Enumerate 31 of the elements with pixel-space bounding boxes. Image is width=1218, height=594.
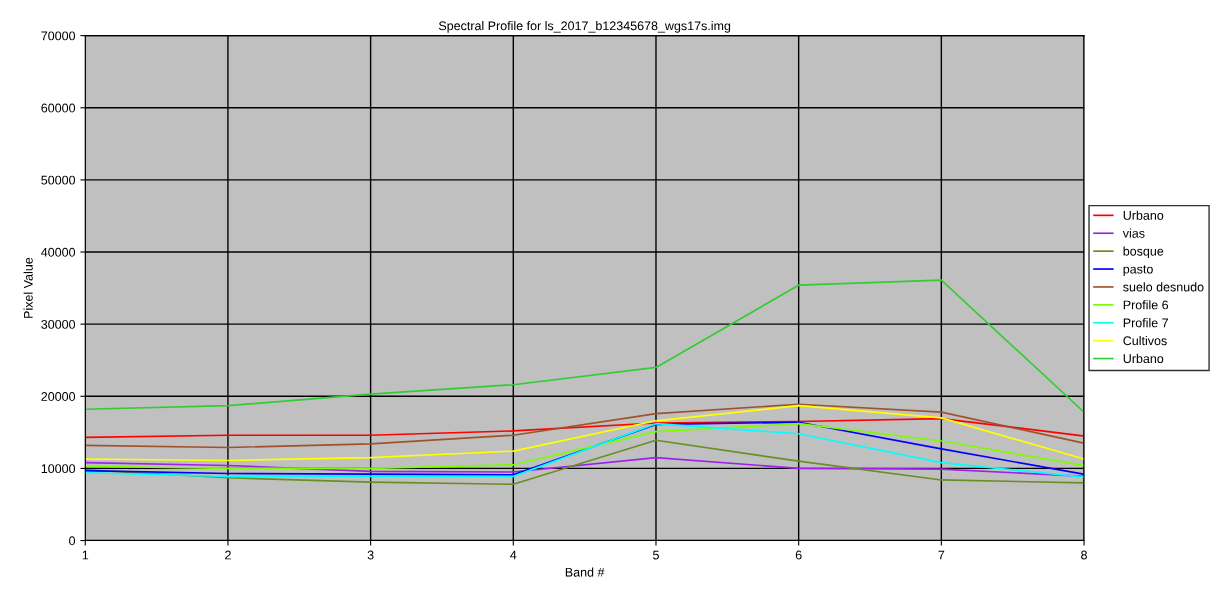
- line-series: [85, 403, 1085, 449]
- y-tick-label: 70000: [41, 31, 76, 41]
- y-tick-label: 20000: [41, 392, 76, 401]
- legend-label: Profile 7: [1123, 318, 1168, 328]
- legend-label: Cultivos: [1123, 335, 1167, 346]
- x-tick-label: 1: [82, 550, 89, 560]
- legend-label: pasto: [1123, 265, 1153, 277]
- legend-label: vias: [1122, 228, 1145, 238]
- x-tick-label: 5: [653, 550, 659, 560]
- y-axis-title: Pixel Value: [23, 257, 33, 318]
- legend-label: Profile 6: [1123, 300, 1169, 310]
- y-tick-label: 10000: [41, 464, 76, 474]
- x-tick-label: 7: [938, 550, 945, 560]
- y-tick-label: 0: [69, 536, 76, 546]
- legend-label: bosque: [1123, 246, 1164, 259]
- x-tick-label: 8: [1081, 550, 1087, 560]
- x-tick-label: 3: [367, 550, 374, 560]
- y-tick-label: 40000: [41, 247, 76, 257]
- line-series: [85, 404, 1085, 462]
- legend-label: suelo desnudo: [1123, 282, 1204, 292]
- x-tick-label: 4: [510, 550, 517, 560]
- y-tick-label: 30000: [41, 319, 76, 329]
- x-tick-label: 2: [225, 550, 231, 560]
- legend-label: Urbano: [1123, 353, 1164, 364]
- y-tick-label: 60000: [41, 103, 76, 113]
- x-tick-label: 6: [795, 550, 802, 560]
- legend-label: Urbano: [1123, 210, 1164, 220]
- chart-title: Spectral Profile for ls_2017_b12345678_wgs17s.img: [438, 21, 731, 33]
- line-series: [85, 417, 1085, 439]
- y-tick-label: 50000: [41, 175, 76, 185]
- x-axis-title: Band #: [565, 567, 605, 577]
